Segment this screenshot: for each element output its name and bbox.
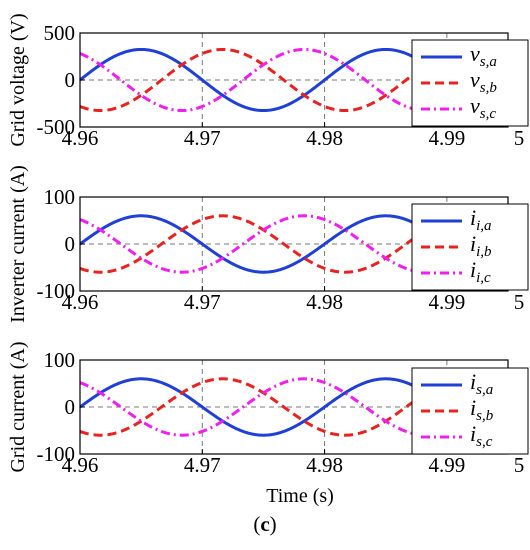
legend: vs,avs,bvs,c xyxy=(412,40,528,126)
x-tick-label: 4.96 xyxy=(62,453,99,477)
caption-letter: c xyxy=(260,512,269,536)
x-tick-label: 4.98 xyxy=(306,290,343,314)
y-tick-label: 0 xyxy=(65,232,76,256)
x-tick-label: 4.99 xyxy=(428,290,465,314)
y-tick-label: 100 xyxy=(44,185,76,209)
x-tick-label: 4.97 xyxy=(184,126,221,150)
y-tick-label: 0 xyxy=(65,68,76,92)
x-tick-label: 5 xyxy=(514,126,525,150)
y-axis-label: Grid current (A) xyxy=(7,341,29,472)
x-axis-label: Time (s) xyxy=(266,485,334,507)
x-tick-label: 4.96 xyxy=(62,126,99,150)
y-axis-label: Grid voltage (V) xyxy=(7,13,29,146)
x-tick-label: 4.96 xyxy=(62,290,99,314)
x-tick-label: 4.98 xyxy=(306,126,343,150)
y-tick-label: 500 xyxy=(44,21,76,45)
x-tick-label: 4.97 xyxy=(184,290,221,314)
y-tick-label: 100 xyxy=(44,348,76,372)
legend: ii,aii,bii,c xyxy=(412,204,528,290)
x-tick-label: 4.99 xyxy=(428,453,465,477)
figure-caption: (c) xyxy=(0,512,530,537)
x-tick-label: 4.99 xyxy=(428,126,465,150)
legend: is,ais,bis,c xyxy=(412,368,528,454)
y-axis-label: Inverter current (A) xyxy=(7,165,29,323)
x-tick-label: 5 xyxy=(514,290,525,314)
x-tick-label: 5 xyxy=(514,453,525,477)
y-tick-label: 0 xyxy=(65,395,76,419)
x-tick-label: 4.98 xyxy=(306,453,343,477)
x-tick-label: 4.97 xyxy=(184,453,221,477)
